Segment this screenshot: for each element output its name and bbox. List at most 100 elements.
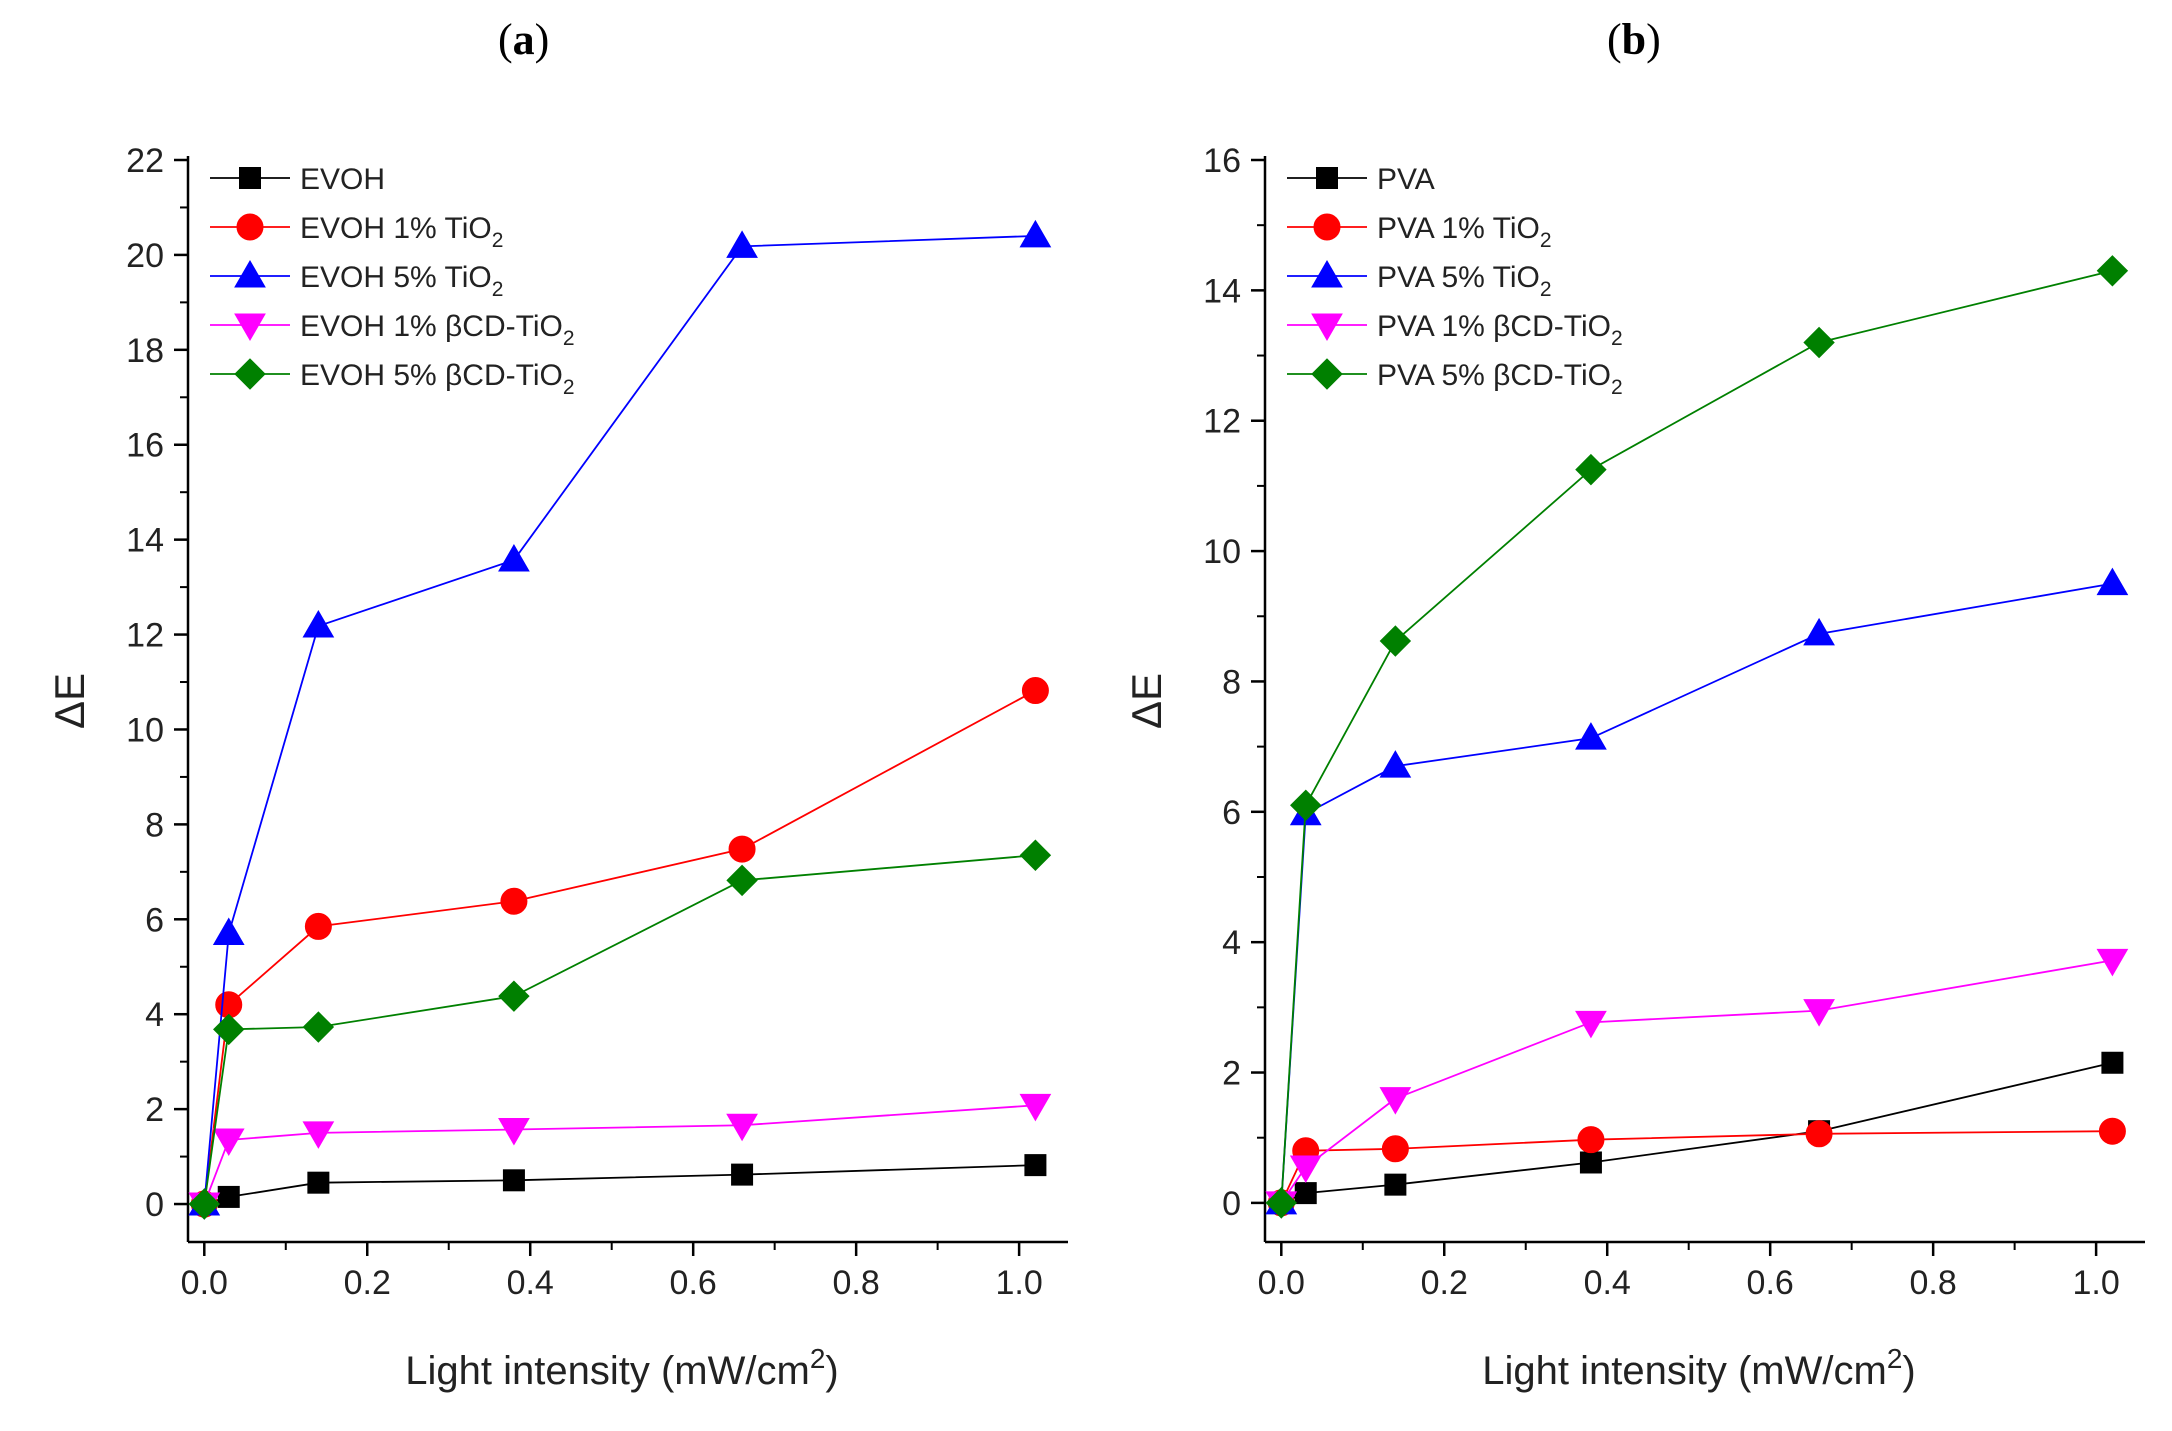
panel-b-data-point xyxy=(1294,1182,1317,1205)
panel-b-legend: PVA PVA 1% TiO2 PVA 5% TiO2 PVA 1% βCD-TiO2… xyxy=(1287,163,1623,399)
panel-b-data-point xyxy=(1289,1155,1322,1184)
panel-b-y-tick-label: 0 xyxy=(1222,1185,1241,1223)
panel-b-legend-entry: PVA 5% βCD-TiO2 xyxy=(1377,359,1623,399)
panel-b-x-tick-label: 0.0 xyxy=(1258,1264,1305,1302)
panel-a-data-point xyxy=(302,610,335,638)
panel-a-series-3 xyxy=(188,1093,1052,1221)
panel-b-x-tick-label: 1.0 xyxy=(2072,1264,2119,1302)
panel-a-data-point xyxy=(731,1163,754,1186)
panel-b-x-tick-label: 0.6 xyxy=(1747,1264,1794,1302)
panel-b-data-point xyxy=(2098,1117,2126,1145)
panel-b-data-point xyxy=(1803,617,1835,646)
panel-b-series-1 xyxy=(1267,1117,2126,1217)
panel-b-y-tick-label: 2 xyxy=(1222,1055,1241,1093)
panel-a-data-point xyxy=(304,912,332,940)
panel-a-data-point xyxy=(498,1118,530,1146)
panel-b-legend-marker xyxy=(1311,358,1343,390)
panel-b-data-point xyxy=(1575,722,1607,750)
panel-b-legend-marker xyxy=(1313,213,1341,241)
panel-b-data-point xyxy=(1803,326,1835,359)
panel-b-legend-marker xyxy=(1311,259,1343,288)
panel-b-legend-entry: PVA 1% TiO2 xyxy=(1377,212,1552,252)
panel-a-data-point xyxy=(498,544,530,572)
panel-a-y-tick-label: 18 xyxy=(126,332,164,370)
panel-b-y-tick-label: 12 xyxy=(1203,403,1241,441)
panel-b-legend-entry: PVA 1% βCD-TiO2 xyxy=(1377,310,1623,350)
panel-b-x-tick-label: 0.4 xyxy=(1584,1264,1631,1302)
panel-a-y-tick-label: 8 xyxy=(145,806,164,844)
panel-a-y-tick-label: 20 xyxy=(126,237,164,275)
panel-b-data-point xyxy=(1577,1126,1605,1154)
panel-b-data-point xyxy=(2096,948,2129,977)
panel-a-legend-entry: EVOH 5% βCD-TiO2 xyxy=(300,359,575,399)
panel-a-data-point xyxy=(1019,839,1052,871)
panel-a-x-tick-label: 0.4 xyxy=(507,1264,554,1302)
panel-a-x-tick-label: 0.6 xyxy=(670,1264,717,1302)
panel-a-y-tick-label: 4 xyxy=(145,996,164,1034)
panel-b-data-point xyxy=(2096,255,2129,287)
panel-a-legend-entry: EVOH 1% βCD-TiO2 xyxy=(300,310,575,350)
panel-a-data-point xyxy=(212,1128,245,1156)
panel-a-data-point xyxy=(1024,1154,1047,1177)
panel-a-legend-marker xyxy=(239,167,261,189)
panel-a-data-point xyxy=(217,1185,240,1208)
panel-b-legend-entry: PVA xyxy=(1377,163,1435,196)
panel-a-legend-entry: EVOH xyxy=(300,163,385,196)
panel-b-data-point xyxy=(1384,1173,1407,1196)
panel-a-y-tick-label: 22 xyxy=(126,142,164,180)
panel-a-data-point xyxy=(302,1011,335,1043)
panel-a-series-line xyxy=(203,235,1036,1205)
panel-b-y-tick-label: 10 xyxy=(1203,533,1241,571)
panel-a-y-tick-label: 12 xyxy=(126,617,164,655)
panel-a-chart: 0 2 4 6 8 10 12 14 16 18 20 22 0.0 0.2 0.4 0.6 0.8 1.0 ΔE L… xyxy=(46,142,1068,1393)
panel-a-x-tick-label: 0.0 xyxy=(181,1264,228,1302)
panel-a-series-line xyxy=(203,854,1036,1205)
panel-b-data-point xyxy=(1579,1151,1602,1174)
panel-b-series-line xyxy=(1280,582,2113,1203)
panel-label-b: (b) xyxy=(1607,15,1661,64)
panel-b-x-tick-label: 0.8 xyxy=(1910,1264,1957,1302)
panel-b-data-point xyxy=(1290,789,1322,821)
panel-b-data-point xyxy=(1379,625,1412,657)
panel-a-data-point xyxy=(213,1013,245,1046)
panel-a-legend-marker xyxy=(234,358,266,390)
panel-b-legend-marker xyxy=(1311,313,1343,342)
panel-b-data-point xyxy=(1265,1187,1298,1219)
panel-b-x-tick-label: 0.2 xyxy=(1421,1264,1468,1302)
panel-a-x-tick-label: 0.8 xyxy=(833,1264,880,1302)
panel-a-x-axis-label: Light intensity (mW/cm2) xyxy=(405,1343,838,1393)
panel-b-x-axis-label: Light intensity (mW/cm2) xyxy=(1482,1343,1915,1393)
panel-a-series-0 xyxy=(193,1154,1047,1216)
panel-a-data-point xyxy=(502,1169,525,1192)
panel-a-x-tick-label: 0.2 xyxy=(344,1264,391,1302)
panel-a-data-point xyxy=(726,1113,758,1142)
panel-a-y-tick-label: 2 xyxy=(145,1091,164,1129)
panel-a-legend-marker xyxy=(234,313,266,342)
panel-b-data-point xyxy=(1379,750,1412,778)
panel-a-data-point xyxy=(498,980,530,1012)
panel-a-series-4 xyxy=(188,839,1052,1220)
panel-b-chart: 0 2 4 6 8 10 12 14 16 0.0 0.2 0.4 0.6 0.8 1.0 ΔE Light i… xyxy=(1123,142,2145,1393)
panel-a-legend-entry: EVOH 1% TiO2 xyxy=(300,212,503,252)
panel-b-y-tick-label: 8 xyxy=(1222,663,1241,701)
panel-a-data-point xyxy=(500,887,528,915)
panel-a-data-point xyxy=(726,230,758,258)
panel-a-legend-marker xyxy=(234,259,266,288)
panel-b-data-point xyxy=(2101,1051,2124,1074)
panel-a-data-point xyxy=(307,1171,330,1194)
panel-a-legend: EVOH EVOH 1% TiO2 EVOH 5% TiO2 EVOH 1% βCD-… xyxy=(210,163,575,399)
panel-b-data-point xyxy=(2096,567,2129,596)
panel-a-y-tick-label: 10 xyxy=(126,711,164,749)
panel-a-y-tick-label: 14 xyxy=(126,522,164,560)
panel-b-data-point xyxy=(1379,1087,1412,1115)
panel-a-series-line xyxy=(203,1104,1036,1205)
panel-a-data-point xyxy=(1019,1093,1052,1122)
panel-b-y-axis-label: ΔE xyxy=(1123,673,1170,729)
panel-b-legend-entry: PVA 5% TiO2 xyxy=(1377,261,1552,301)
panel-b-y-tick-label: 4 xyxy=(1222,924,1241,962)
panel-b-y-tick-label: 6 xyxy=(1222,794,1241,832)
panel-a-legend-entry: EVOH 5% TiO2 xyxy=(300,261,503,301)
panel-b-series-4 xyxy=(1265,255,2129,1219)
panel-b-y-tick-label: 16 xyxy=(1203,142,1241,180)
